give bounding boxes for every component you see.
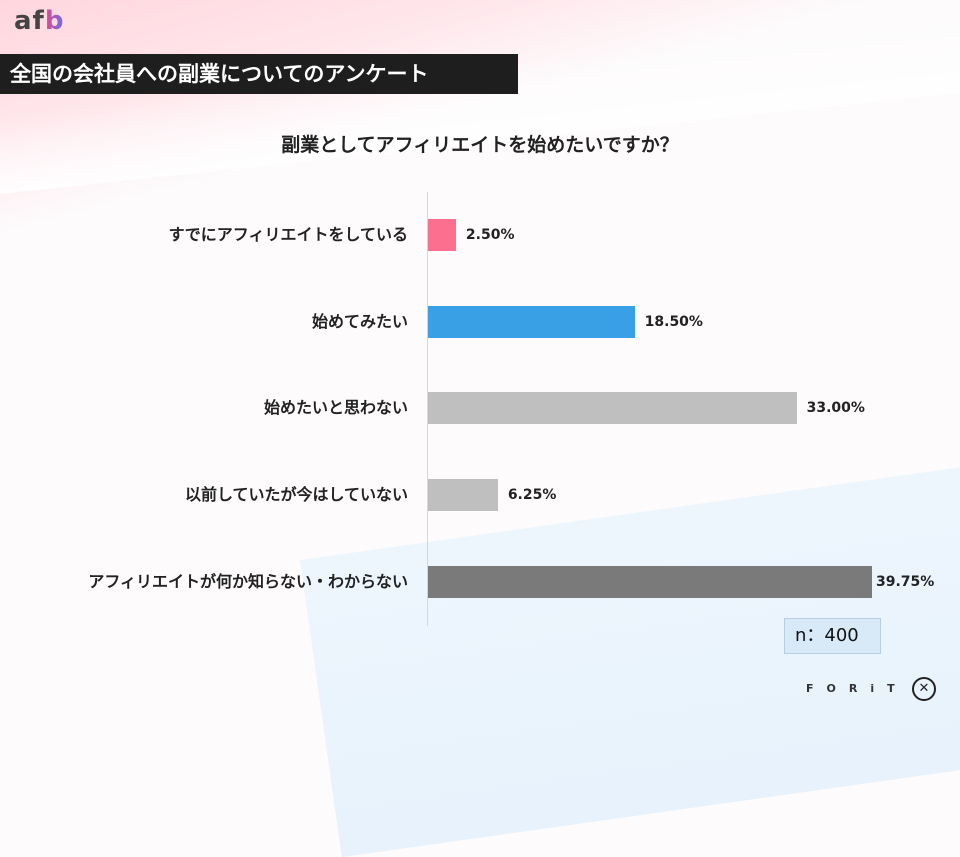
chart-row: アフィリエイトが何か知らない・わからない 39.75% [0,566,960,598]
bar [428,479,498,511]
forit-x-icon: ✕ [912,677,936,701]
category-label: 始めてみたい [311,312,408,331]
value-label: 6.25% [507,487,557,503]
category-label: アフィリエイトが何か知らない・わからない [88,572,408,591]
chart-row: 始めてみたい 18.50% [0,306,960,338]
afb-logo: afb [14,6,64,36]
bar [428,566,872,598]
bar [428,392,797,424]
chart-row: すでにアフィリエイトをしている 2.50% [0,219,960,251]
value-label: 39.75% [876,574,935,590]
value-label: 33.00% [806,400,865,416]
value-label: 18.50% [644,314,703,330]
chart-title: 副業としてアフィリエイトを始めたいですか？ [281,134,679,156]
bar [428,219,456,251]
forit-logo-text: FORiT [806,682,908,695]
category-label: 始めたいと思わない [263,398,408,417]
chart-row: 始めたいと思わない 33.00% [0,392,960,424]
logo-text: af [14,6,45,36]
chart-row: 以前していたが今はしていない 6.25% [0,479,960,511]
bar [428,306,635,338]
category-label: 以前していたが今はしていない [184,485,408,504]
chart-axis-line [427,192,428,626]
value-label: 2.50% [465,227,515,243]
sample-size-box: n：400 [784,618,881,654]
logo-text-accent: b [44,6,65,36]
survey-title-banner: 全国の会社員への副業についてのアンケート [0,54,518,94]
category-label: すでにアフィリエイトをしている [168,225,408,244]
